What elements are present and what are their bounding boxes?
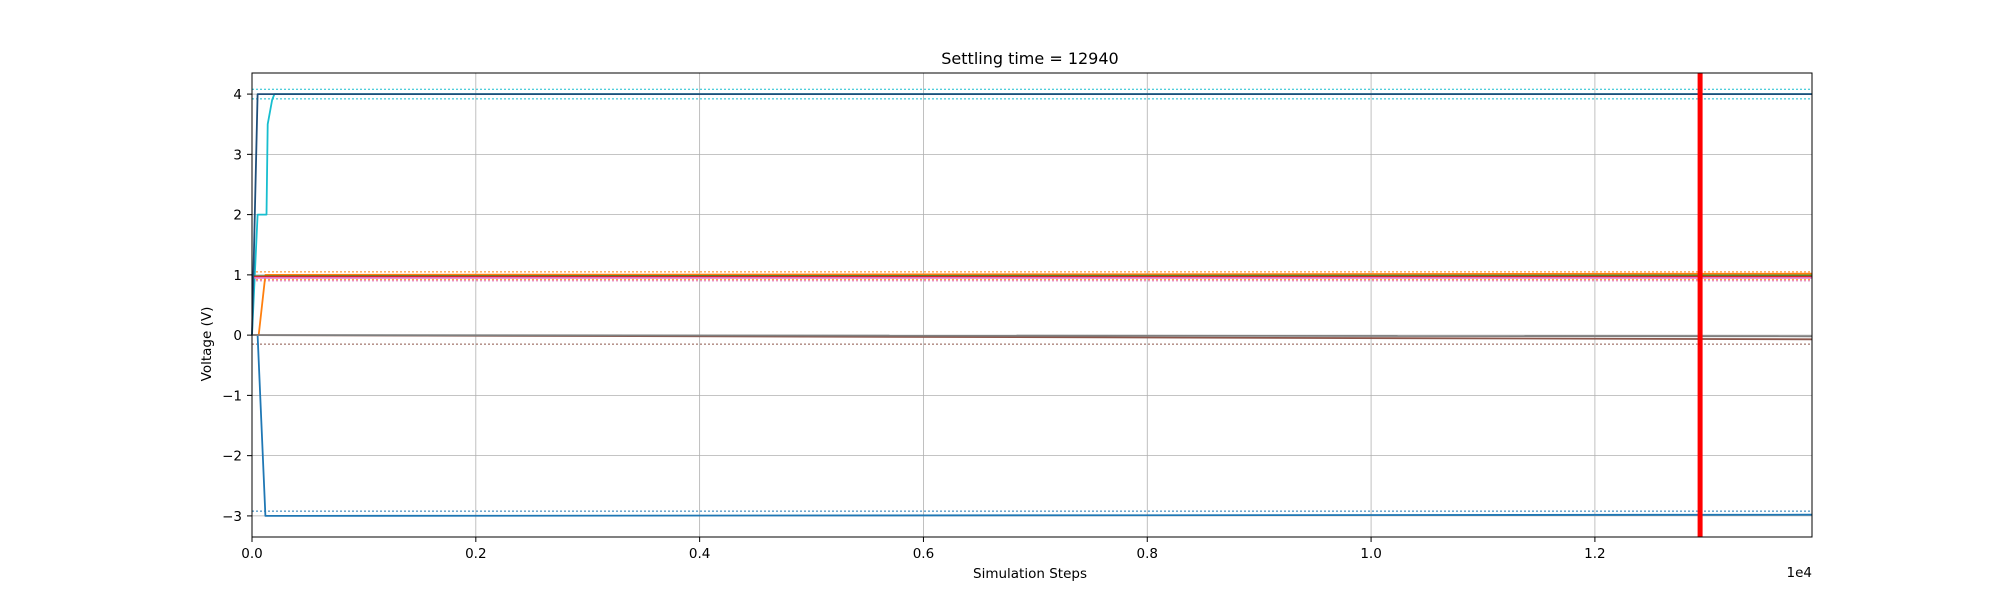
grid-lines bbox=[251, 73, 1812, 537]
x-ticks: 0.0 0.2 0.4 0.6 0.8 1.0 1.2 bbox=[241, 537, 1606, 562]
y-tick-label: −2 bbox=[222, 449, 242, 465]
x-tick-label: 0.0 bbox=[241, 546, 262, 562]
y-tick-label: 4 bbox=[233, 87, 242, 103]
x-tick-label: 0.8 bbox=[1137, 546, 1158, 562]
series-line bbox=[252, 334, 1813, 517]
chart-title: Settling time = 12940 bbox=[941, 49, 1118, 68]
x-tick-label: 0.6 bbox=[913, 546, 934, 562]
y-axis-label: Voltage (V) bbox=[199, 307, 215, 382]
x-axis-label: Simulation Steps bbox=[973, 566, 1087, 582]
x-tick-label: 1.0 bbox=[1360, 546, 1381, 562]
y-tick-label: −1 bbox=[222, 388, 242, 404]
series-line bbox=[251, 93, 1812, 336]
series-lines bbox=[251, 93, 1813, 517]
x-tick-label: 0.4 bbox=[689, 546, 710, 562]
plot-frame bbox=[251, 72, 1813, 538]
y-tick-label: 3 bbox=[233, 147, 242, 163]
x-tick-label: 0.2 bbox=[465, 546, 486, 562]
series-line bbox=[252, 272, 1813, 337]
y-ticks: −3 −2 −1 0 1 2 3 4 bbox=[222, 87, 252, 525]
x-tick-label: 1.2 bbox=[1584, 546, 1605, 562]
y-tick-label: 2 bbox=[233, 208, 242, 224]
x-offset-label: 1e4 bbox=[1787, 565, 1812, 581]
y-tick-label: 1 bbox=[233, 268, 242, 284]
y-tick-label: 0 bbox=[233, 328, 242, 344]
y-tick-label: −3 bbox=[222, 509, 242, 525]
tolerance-bands bbox=[252, 88, 1812, 512]
series-line bbox=[251, 334, 1813, 338]
